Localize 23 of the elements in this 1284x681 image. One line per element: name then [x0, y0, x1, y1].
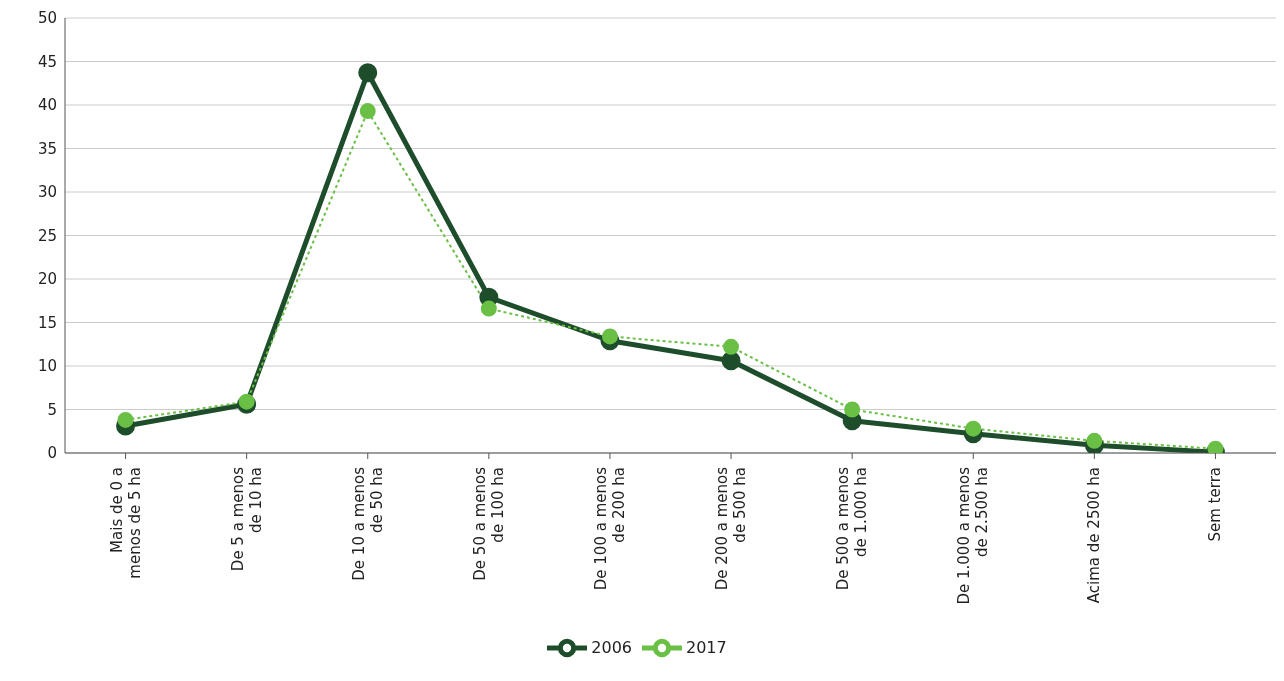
y-tick-label: 15	[37, 313, 57, 332]
x-tick-label: Sem terra	[1206, 467, 1225, 542]
x-tick-label: De 50 a menos de 100 ha	[470, 466, 507, 581]
y-tick-label: 0	[47, 444, 57, 463]
x-tick-label: De 100 a menos de 200 ha	[591, 466, 628, 591]
x-tick-label: Mais de 0 a menos de 5 ha	[107, 467, 144, 579]
legend-label: 2006	[591, 637, 632, 657]
y-tick-label: 50	[37, 9, 57, 28]
x-tick-label: De 10 a menos de 50 ha	[349, 466, 386, 581]
y-tick-label: 10	[37, 357, 57, 376]
legend-label: 2017	[686, 637, 727, 657]
y-tick-label: 5	[47, 400, 57, 419]
x-tick-label: De 1.000 a menos de 2.500 ha	[955, 466, 992, 605]
x-tick-label: Acima de 2500 ha	[1085, 467, 1104, 604]
x-tick-label: De 200 a menos de 500 ha	[713, 466, 750, 591]
y-tick-label: 35	[37, 139, 57, 158]
y-tick-label: 45	[37, 52, 57, 71]
y-tick-label: 30	[37, 183, 57, 202]
x-tick-label: De 5 a menos de 10 ha	[228, 466, 265, 572]
y-tick-label: 25	[37, 226, 57, 245]
y-tick-label: 40	[37, 96, 57, 115]
y-tick-label: 20	[37, 270, 57, 289]
x-tick-label: De 500 a menos de 1.000 ha	[834, 466, 871, 591]
